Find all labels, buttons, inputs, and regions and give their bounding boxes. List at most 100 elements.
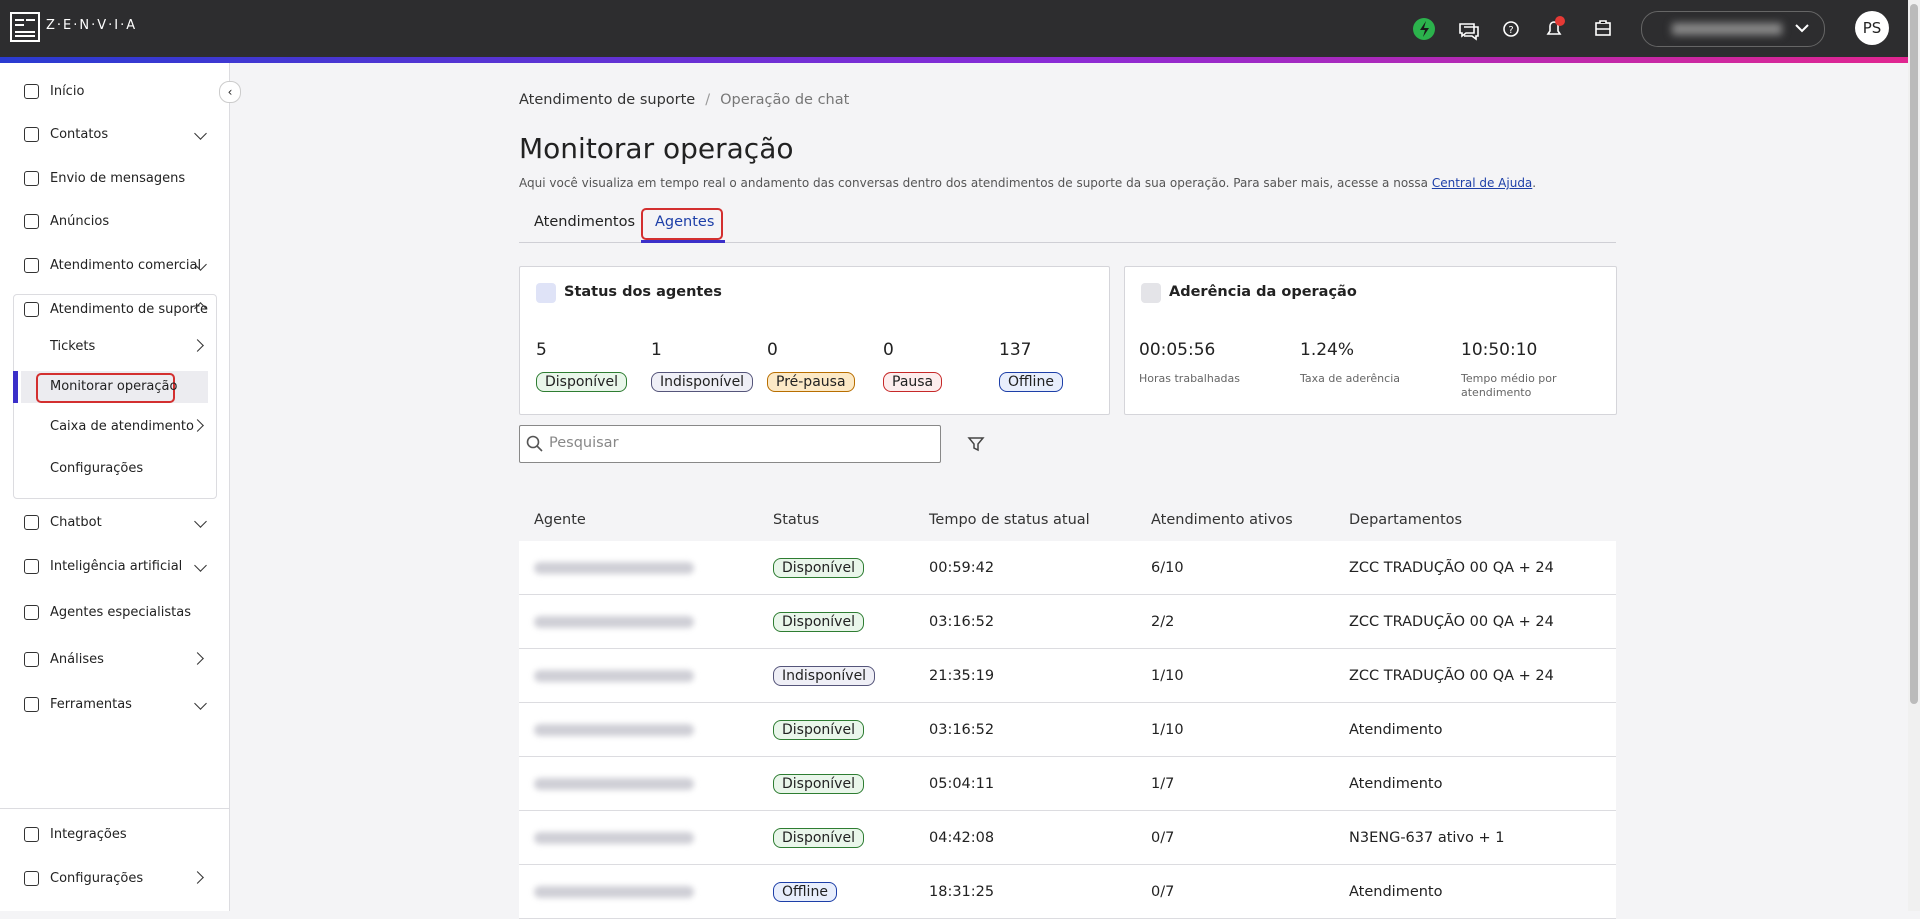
nav-item[interactable]: Contatos xyxy=(50,127,109,142)
nav-item[interactable]: Ferramentas xyxy=(50,697,132,712)
chevron[interactable] xyxy=(191,871,204,884)
separator: / xyxy=(705,92,711,108)
table-cell: 03:16:52 xyxy=(929,722,995,738)
blurred-agent-name xyxy=(534,778,694,790)
blurred-agent-name xyxy=(534,832,694,844)
chevron[interactable] xyxy=(194,515,207,528)
column-header: Atendimento ativos xyxy=(1151,512,1293,528)
status-count: 1 xyxy=(651,340,662,360)
table-cell: 0/7 xyxy=(1151,830,1175,846)
table-cell: 1/7 xyxy=(1151,776,1175,792)
table-row[interactable] xyxy=(519,649,1616,703)
table-cell: Atendimento xyxy=(1349,776,1443,792)
table-cell: 2/2 xyxy=(1151,614,1175,630)
breadcrumb-item[interactable]: Atendimento de suporte xyxy=(519,92,696,108)
status-chip: Pré-pausa xyxy=(767,372,855,392)
table-cell: 04:42:08 xyxy=(929,830,995,846)
table-cell: 6/10 xyxy=(1151,560,1184,576)
nav-icon xyxy=(24,171,39,186)
table-cell: ZCC TRADUÇÃO 00 QA + 24 xyxy=(1349,668,1554,684)
top-bar: Z·E·N·V·I·A ? PS xyxy=(0,0,1920,57)
scroll-thumb[interactable] xyxy=(1910,4,1918,704)
help-link[interactable]: Central de Ajuda xyxy=(1431,176,1533,190)
column-header: Status xyxy=(773,512,820,528)
status-count: 137 xyxy=(999,340,1032,360)
table-row[interactable] xyxy=(519,595,1616,649)
brand: Z·E·N·V·I·A xyxy=(46,18,138,33)
status-count: 5 xyxy=(536,340,547,360)
metric-label: Tempo médio por atendimento xyxy=(1461,372,1557,399)
nav-icon xyxy=(24,605,39,620)
metric-label: Taxa de aderência xyxy=(1300,372,1400,385)
nav-item[interactable]: Caixa de atendimento xyxy=(50,419,194,434)
nav-icon xyxy=(24,258,39,273)
blurred-agent-name xyxy=(534,724,694,736)
table-cell: ZCC TRADUÇÃO 00 QA + 24 xyxy=(1349,560,1554,576)
table-cell: 00:59:42 xyxy=(929,560,995,576)
toolbar-icons: ? xyxy=(1413,16,1611,41)
table-cell: 0/7 xyxy=(1151,884,1175,900)
table-row[interactable] xyxy=(519,811,1616,865)
nav-icon xyxy=(24,827,39,842)
metric-label: Horas trabalhadas xyxy=(1139,372,1241,385)
collapse-button[interactable]: ‹ xyxy=(219,81,241,103)
nav-icon xyxy=(24,127,39,142)
status-chip: Offline xyxy=(773,882,837,902)
table-cell: N3ENG-637 ativo + 1 xyxy=(1349,830,1505,846)
nav-icon xyxy=(24,214,39,229)
blurred-account xyxy=(1672,23,1782,35)
table-row[interactable] xyxy=(519,541,1616,595)
nav-item[interactable]: Envio de mensagens xyxy=(50,171,186,186)
status-chip: Disponível xyxy=(773,558,864,578)
breadcrumb: Atendimento de suporte / Operação de chat xyxy=(519,92,849,108)
table-cell: 1/10 xyxy=(1151,668,1184,684)
logo xyxy=(10,12,40,42)
status-chip: Disponível xyxy=(773,612,864,632)
status-chip: Indisponível xyxy=(773,666,876,686)
table-cell: ZCC TRADUÇÃO 00 QA + 24 xyxy=(1349,614,1554,630)
text: . xyxy=(1532,176,1537,190)
nav-item[interactable]: Inteligência artificial xyxy=(50,559,183,574)
chevron[interactable] xyxy=(194,559,207,572)
table-row[interactable] xyxy=(519,757,1616,811)
table-row[interactable] xyxy=(519,703,1616,757)
icon xyxy=(1141,283,1161,303)
account-select[interactable] xyxy=(1641,11,1825,47)
nav-item[interactable]: Integrações xyxy=(50,827,127,842)
status-count: 0 xyxy=(883,340,894,360)
page-title: Monitorar operação xyxy=(519,132,794,165)
chevron[interactable] xyxy=(191,652,204,665)
nav-item[interactable]: Configurações xyxy=(50,461,144,476)
icon xyxy=(536,283,556,303)
card-title: Status dos agentes xyxy=(564,284,722,300)
search-input[interactable]: Pesquisar xyxy=(519,425,941,463)
nav-item[interactable]: Atendimento comercial xyxy=(50,258,202,273)
chevron[interactable] xyxy=(194,127,207,140)
highlight-box xyxy=(36,373,175,403)
metric-value: 1.24% xyxy=(1300,340,1355,360)
breadcrumb-item: Operação de chat xyxy=(720,92,850,108)
tab[interactable]: Atendimentos xyxy=(534,214,636,230)
nav-item[interactable]: Configurações xyxy=(50,871,144,886)
avatar[interactable]: PS xyxy=(1855,11,1889,45)
nav-item[interactable]: Chatbot xyxy=(50,515,102,530)
nav-item[interactable]: Agentes especialistas xyxy=(50,605,191,620)
sidebar: Início Contatos Envio de mensagens Anúncios… xyxy=(0,63,230,911)
tabs-line xyxy=(519,242,1616,243)
table-cell: Atendimento xyxy=(1349,884,1443,900)
table-cell: 18:31:25 xyxy=(929,884,995,900)
filter-button[interactable] xyxy=(967,435,985,453)
nav-item[interactable]: Início xyxy=(50,84,85,99)
column-header: Agente xyxy=(534,512,586,528)
nav-item[interactable]: Monitorar operação xyxy=(50,379,178,394)
nav-item[interactable]: Atendimento de suporte xyxy=(50,302,208,317)
nav-item[interactable]: Análises xyxy=(50,652,104,667)
nav-item[interactable]: Tickets xyxy=(50,339,96,354)
nav-item[interactable]: Anúncios xyxy=(50,214,110,229)
selected-item-bg xyxy=(21,371,208,403)
chevron[interactable] xyxy=(194,697,207,710)
highlight-box xyxy=(641,208,723,240)
accent-stripe xyxy=(0,57,1920,63)
tab[interactable]: Agentes xyxy=(655,214,715,230)
